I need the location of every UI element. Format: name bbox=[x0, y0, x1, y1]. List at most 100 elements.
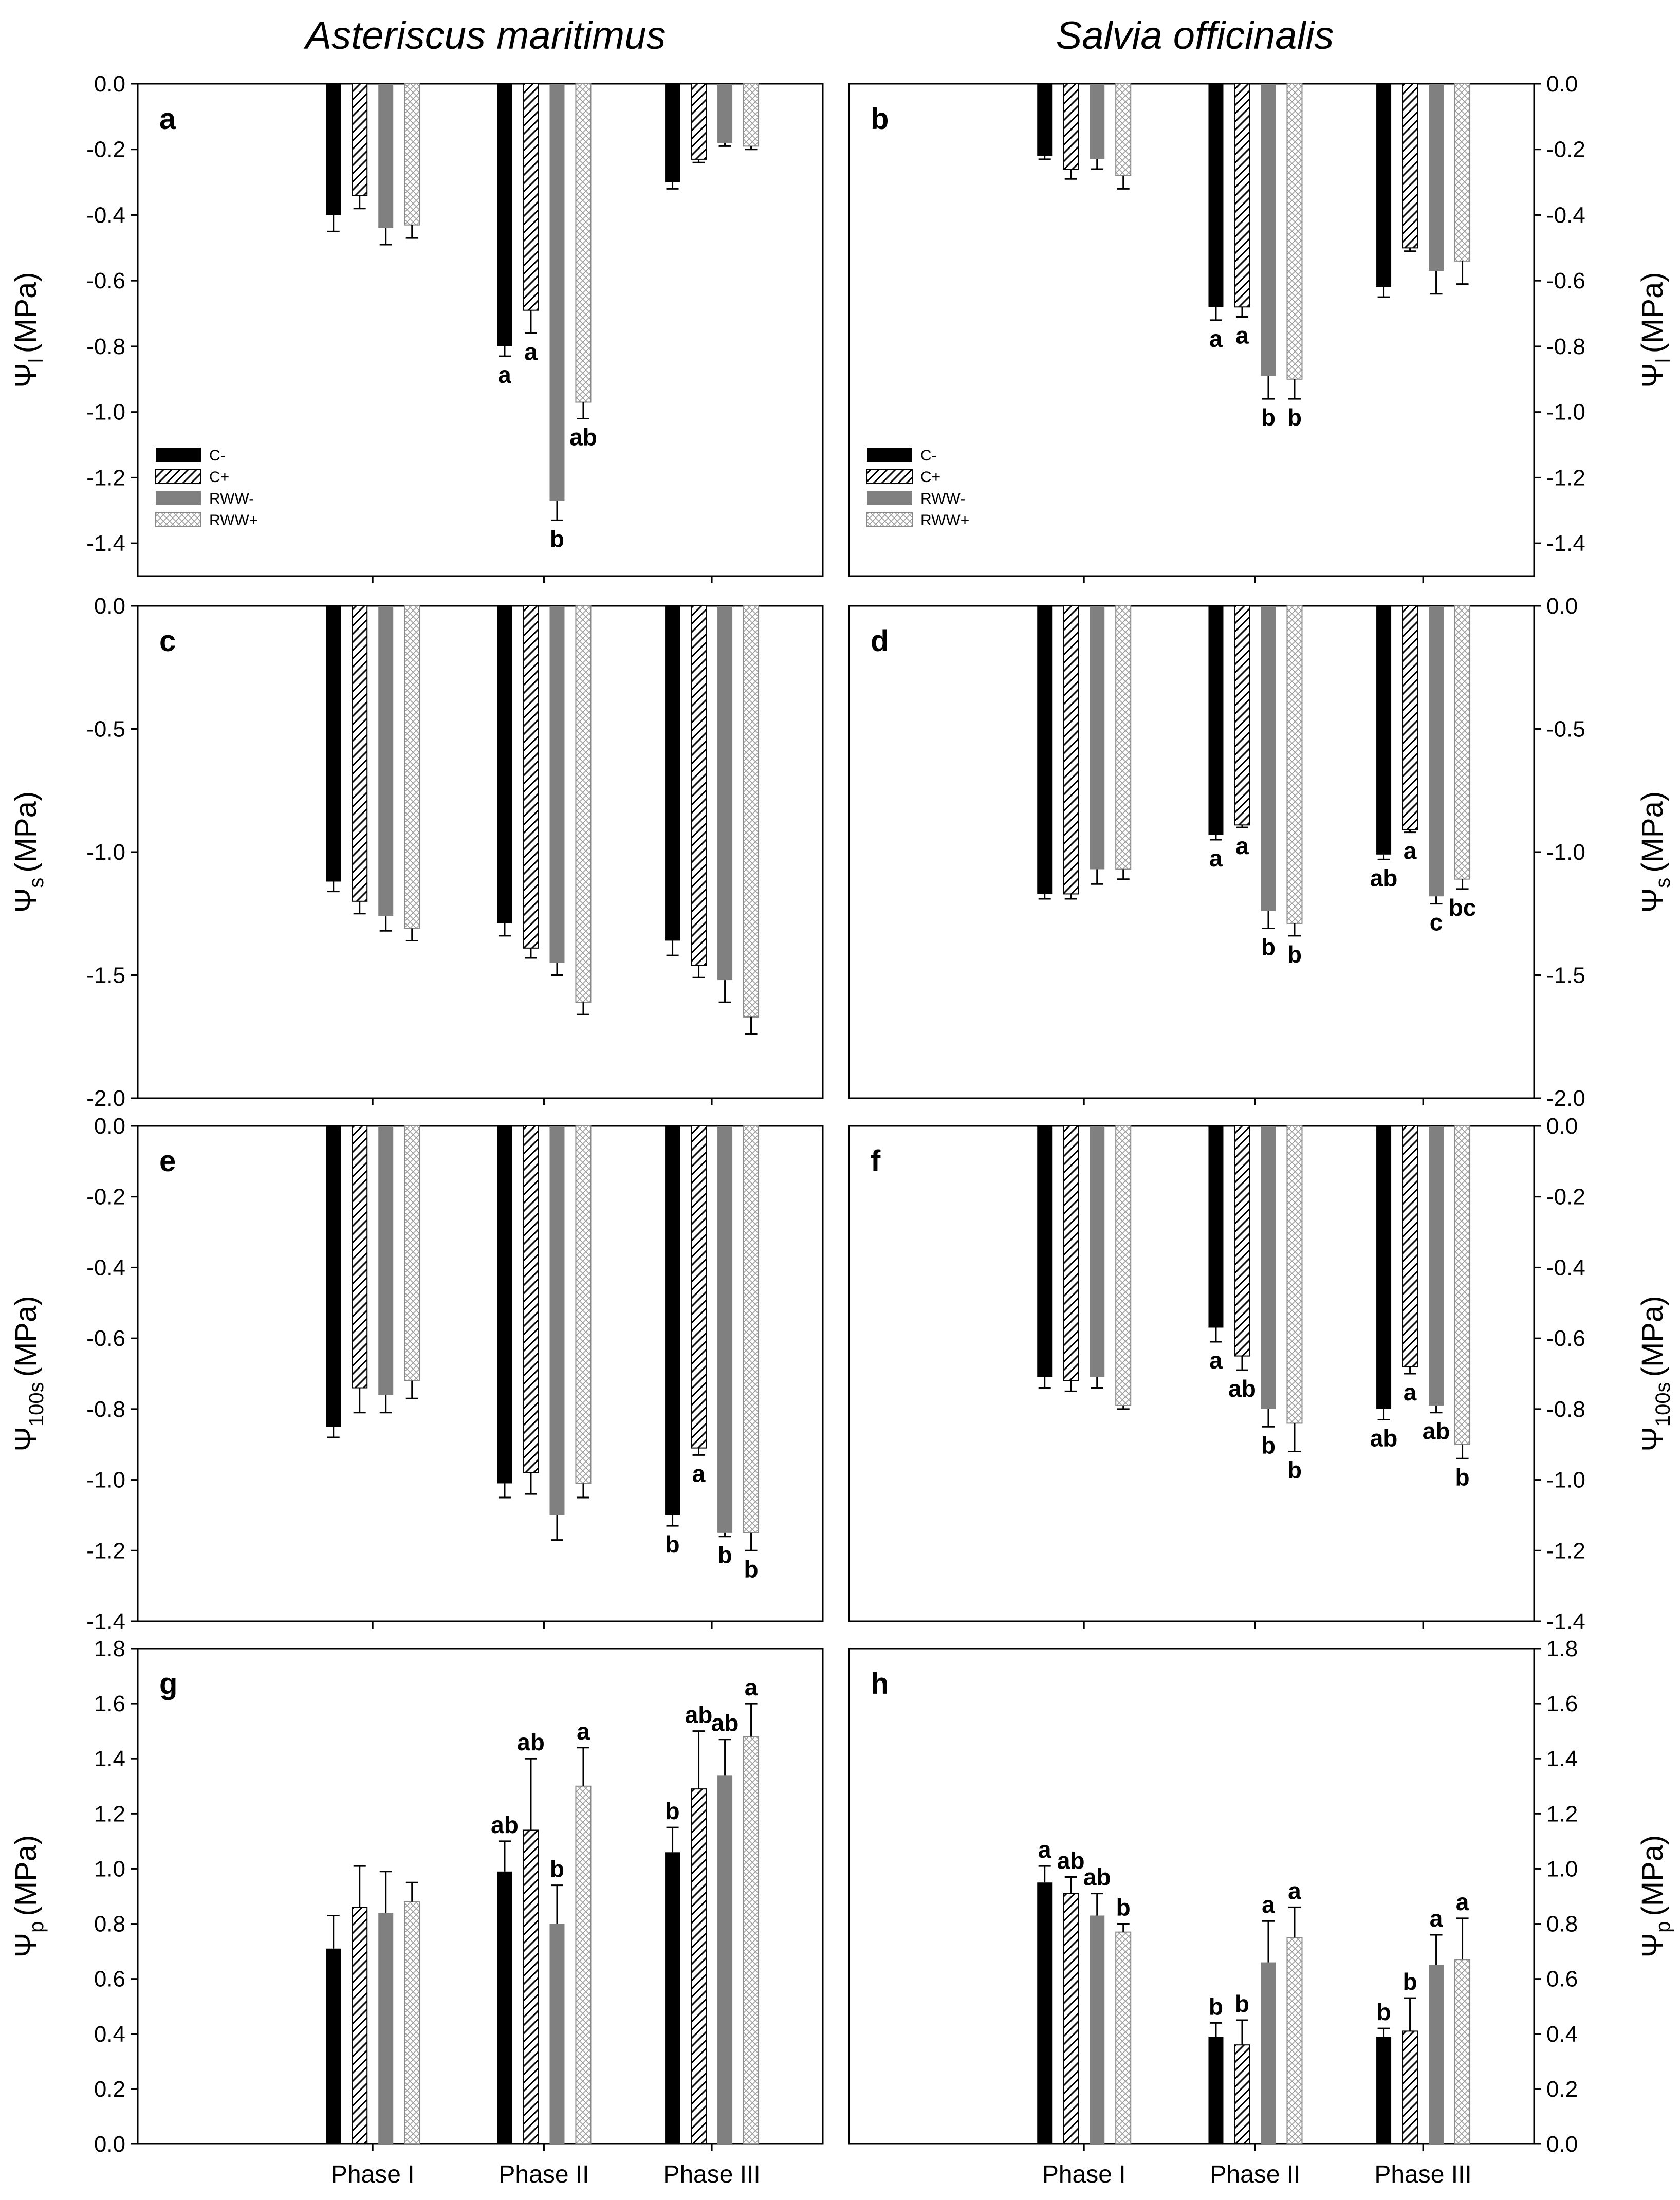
bar-rwwplus bbox=[575, 605, 592, 1003]
y-tick-label: 0.0 bbox=[1546, 1114, 1578, 1139]
bar-rwwminus bbox=[717, 84, 733, 143]
bar-cminus bbox=[326, 1948, 341, 2144]
y-tick-label: -1.2 bbox=[86, 465, 125, 490]
bar-rwwplus bbox=[1115, 605, 1132, 870]
legend-swatch bbox=[155, 469, 201, 484]
y-tick-label: -0.4 bbox=[86, 202, 125, 228]
y-tick-label: -0.8 bbox=[86, 334, 125, 359]
y-tick-label: 1.4 bbox=[1546, 1746, 1578, 1771]
legend-swatch bbox=[866, 469, 913, 484]
left-species-title: Asteriscus maritimus bbox=[304, 14, 666, 58]
bar-cplus bbox=[1234, 1125, 1250, 1357]
y-axis-symbol: Ψ bbox=[9, 888, 43, 913]
y-tick-label: -0.2 bbox=[1546, 137, 1585, 162]
legend-label: RWW+ bbox=[209, 512, 258, 529]
y-tick-label: -0.4 bbox=[1546, 1255, 1585, 1280]
bar-cplus bbox=[352, 1125, 368, 1389]
legend-swatch bbox=[155, 512, 201, 527]
x-category-label: Phase II bbox=[1210, 2161, 1300, 2188]
y-tick-label: 0.8 bbox=[94, 1912, 125, 1937]
y-axis-unit: (MPa) bbox=[1636, 1835, 1669, 1916]
significance-label: a bbox=[1288, 1877, 1301, 1904]
y-tick-label: -1.0 bbox=[86, 840, 125, 865]
significance-label: ab bbox=[711, 1710, 739, 1736]
bar-rwwplus bbox=[1286, 605, 1303, 924]
y-tick-label: 0.8 bbox=[1546, 1912, 1578, 1937]
y-axis-label: Ψ100s (MPa) bbox=[9, 1296, 48, 1451]
bar-cplus bbox=[1402, 83, 1418, 249]
bar-cminus bbox=[1208, 84, 1224, 307]
bar-rwwplus bbox=[404, 83, 420, 226]
y-axis-label: Ψs (MPa) bbox=[1636, 791, 1674, 913]
y-tick-label: -1.0 bbox=[86, 400, 125, 425]
bar-rwwminus bbox=[549, 1126, 565, 1515]
legend-label: C+ bbox=[920, 469, 940, 486]
panel-b: 0.0 -0.2 -0.4 -0.6 -0.8 -1.0 -1.2 -1.4 Ψl (MPa) b a… bbox=[848, 71, 1674, 583]
y-tick-label: 1.2 bbox=[94, 1801, 125, 1826]
bar-cminus bbox=[665, 606, 680, 941]
bar-cminus bbox=[497, 606, 512, 923]
significance-label: a bbox=[1456, 1889, 1469, 1915]
significance-label: bc bbox=[1449, 894, 1476, 921]
significance-label: a bbox=[1430, 1905, 1443, 1932]
y-tick-label: -0.8 bbox=[86, 1397, 125, 1422]
y-axis-unit: (MPa) bbox=[9, 1835, 43, 1916]
y-tick-label: -1.5 bbox=[1546, 963, 1585, 988]
bar-cplus bbox=[1402, 1125, 1418, 1367]
significance-label: ab bbox=[491, 1811, 519, 1838]
y-axis-subscript: 100s bbox=[25, 1382, 48, 1427]
y-tick-label: -0.8 bbox=[1546, 334, 1585, 359]
bar-rwwplus bbox=[743, 605, 760, 1018]
x-category-label: Phase III bbox=[663, 2161, 760, 2188]
right-species-title: Salvia officinalis bbox=[1056, 14, 1334, 58]
y-axis-subscript: p bbox=[25, 1921, 48, 1933]
legend-swatch bbox=[156, 448, 201, 462]
bar-cminus bbox=[1376, 2037, 1392, 2144]
y-tick-label: -1.4 bbox=[1546, 531, 1585, 556]
y-tick-label: -1.5 bbox=[86, 963, 125, 988]
bar-cplus bbox=[1402, 2030, 1418, 2144]
y-tick-label: -0.5 bbox=[86, 717, 125, 742]
significance-label: b bbox=[550, 1856, 564, 1882]
significance-label: a bbox=[577, 1718, 590, 1745]
y-tick-label: 0.4 bbox=[1546, 2022, 1578, 2047]
x-category-label: Phase III bbox=[1374, 2161, 1471, 2188]
bar-cplus bbox=[691, 83, 707, 160]
x-category-label: Phase I bbox=[1042, 2161, 1126, 2188]
legend-label: RWW+ bbox=[920, 512, 969, 529]
bar-rwwplus bbox=[1454, 83, 1471, 262]
bar-rwwplus bbox=[404, 1901, 420, 2145]
bar-rwwminus bbox=[1261, 1962, 1276, 2144]
significance-label: b bbox=[1287, 941, 1302, 968]
legend-label: RWW- bbox=[209, 490, 254, 507]
panel-letter: e bbox=[159, 1144, 176, 1178]
significance-label: a bbox=[1038, 1836, 1051, 1863]
y-tick-label: 0.4 bbox=[94, 2022, 125, 2047]
bar-rwwplus bbox=[404, 605, 420, 929]
significance-label: ab bbox=[1423, 1418, 1450, 1445]
panel-h: 0.00.20.40.60.81.01.21.41.61.8Ψp(MPa)ha a… bbox=[848, 1636, 1674, 2188]
y-tick-label: -0.8 bbox=[1546, 1397, 1585, 1422]
panel-letter: h bbox=[871, 1667, 889, 1700]
bar-cminus bbox=[326, 1126, 341, 1427]
bar-rwwminus bbox=[549, 1924, 565, 2144]
y-tick-label: 0.2 bbox=[1546, 2077, 1578, 2102]
bar-rwwminus bbox=[378, 84, 394, 229]
bar-cminus bbox=[326, 84, 341, 215]
bar-rwwplus bbox=[575, 83, 592, 403]
bar-cminus bbox=[665, 84, 680, 182]
panel-letter: d bbox=[871, 624, 889, 658]
y-tick-label: -1.2 bbox=[86, 1538, 125, 1563]
bar-rwwplus bbox=[1115, 1125, 1132, 1406]
bar-rwwminus bbox=[1261, 1126, 1276, 1409]
panel-letter: g bbox=[159, 1667, 177, 1700]
y-tick-label: -1.0 bbox=[1546, 840, 1585, 865]
bar-rwwplus bbox=[743, 1736, 760, 2144]
bar-cminus bbox=[497, 1126, 512, 1484]
bar-rwwminus bbox=[717, 1126, 733, 1533]
significance-label: b bbox=[1116, 1894, 1131, 1921]
bar-cminus bbox=[1376, 606, 1392, 855]
bar-rwwplus bbox=[743, 83, 760, 147]
y-tick-label: 1.8 bbox=[94, 1636, 125, 1661]
bar-cminus bbox=[1208, 1126, 1224, 1328]
